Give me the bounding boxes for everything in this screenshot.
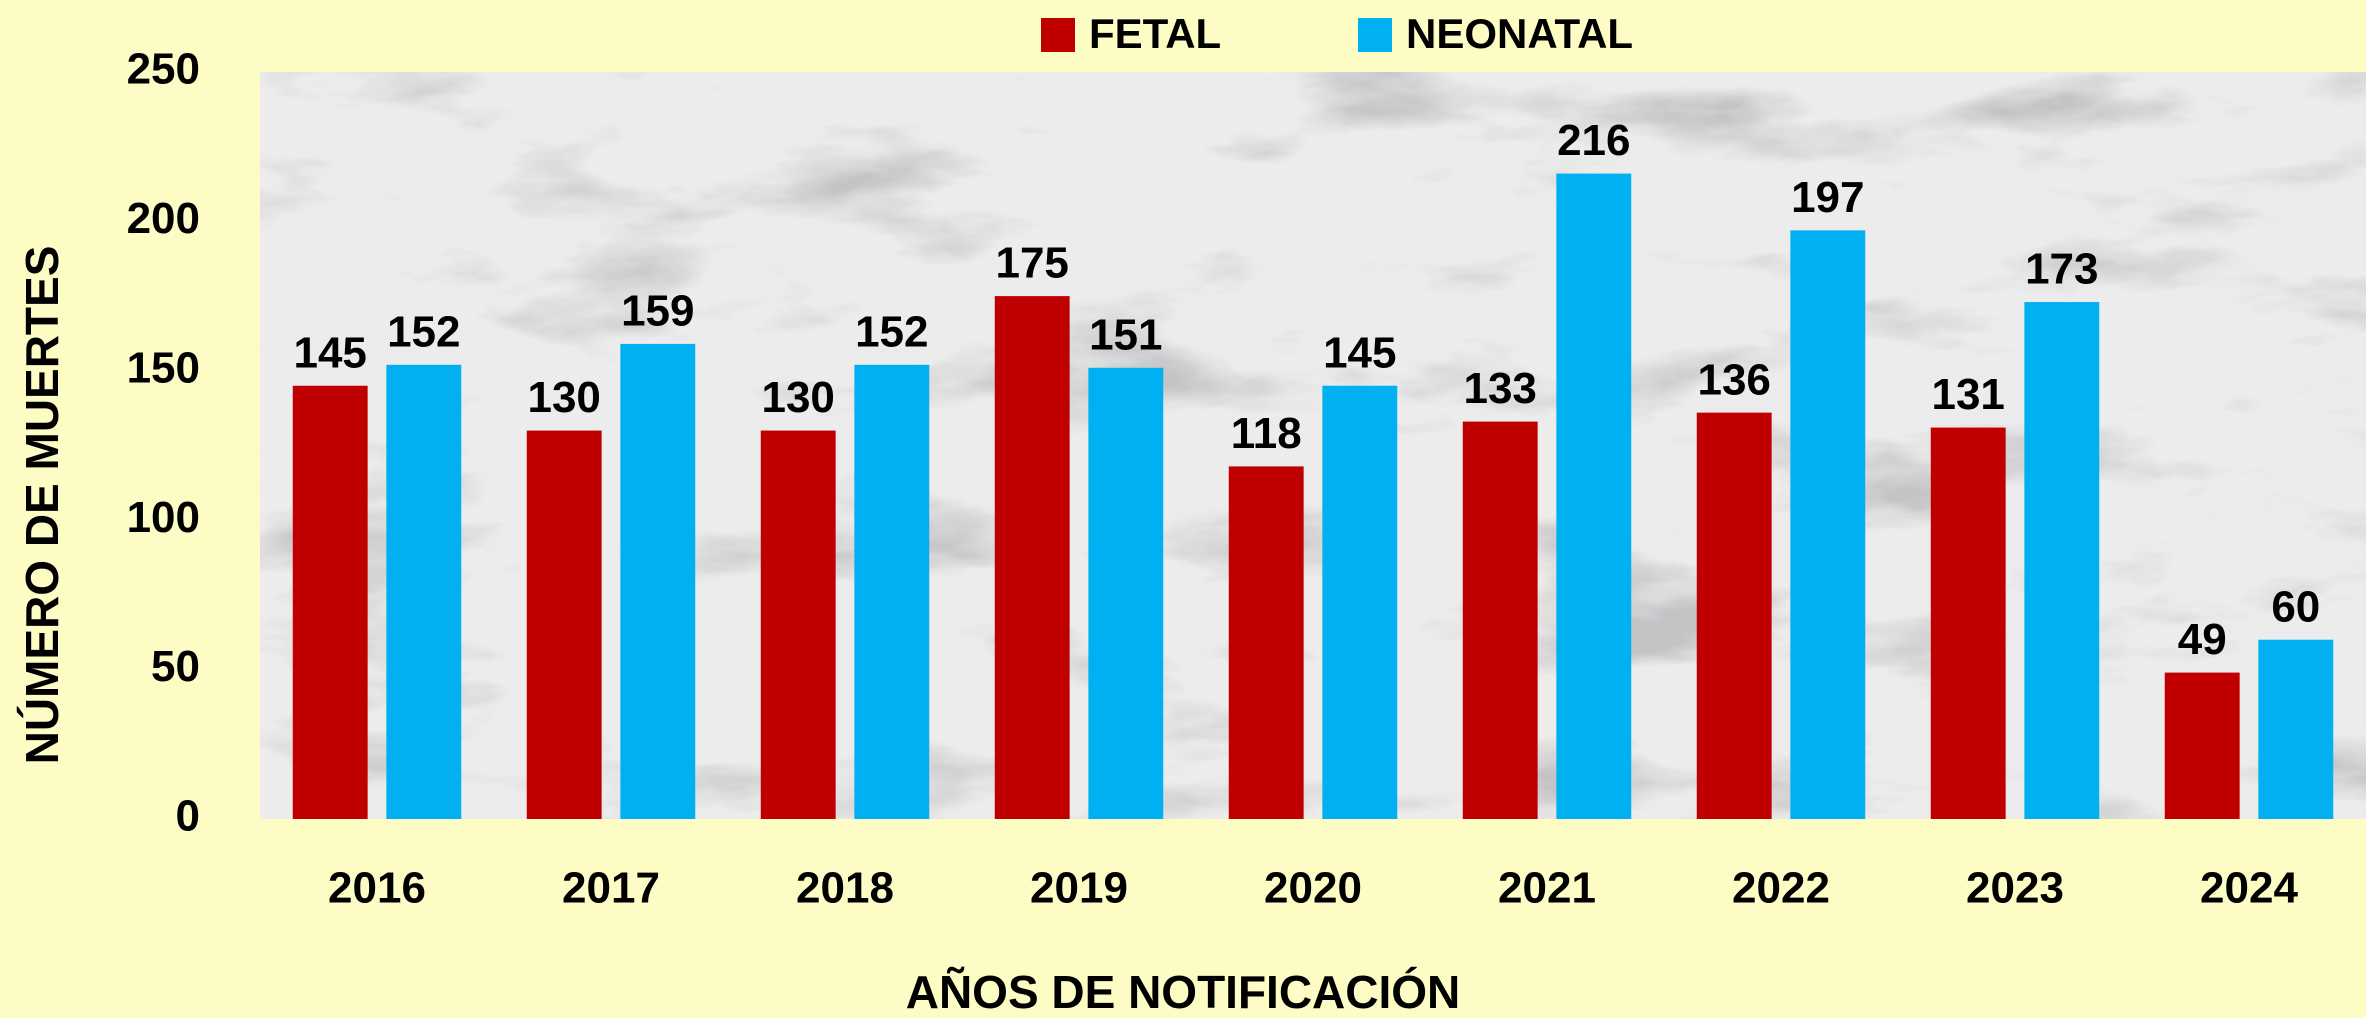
plot-background [260,72,2366,819]
data-label: 159 [621,287,694,336]
data-label: 175 [995,239,1068,288]
x-tick-label: 2021 [1498,864,1596,913]
y-tick-label: 150 [127,343,200,392]
bar [1462,421,1538,819]
data-label: 151 [1089,310,1162,359]
data-label: 152 [855,307,928,356]
data-label: 145 [1323,328,1396,377]
data-label: 145 [293,328,366,377]
legend-label: FETAL [1089,10,1221,57]
x-axis-label: AÑOS DE NOTIFICACIÓN [906,966,1461,1018]
bar [994,296,1070,820]
bar [386,364,462,819]
bar [1790,230,1866,819]
bar [1228,466,1304,819]
bar [1322,385,1398,819]
data-label: 130 [527,373,600,422]
data-label: 133 [1463,364,1536,413]
x-tick-label: 2022 [1732,864,1830,913]
data-label: 136 [1697,355,1770,404]
y-tick-label: 50 [151,642,200,691]
legend-swatch [1041,18,1075,52]
bar [1556,173,1632,820]
bar [1930,427,2006,819]
bar [2258,639,2334,819]
y-tick-label: 0 [176,792,200,841]
legend-label: NEONATAL [1406,10,1633,57]
x-tick-label: 2016 [328,864,426,913]
data-label: 118 [1231,409,1302,458]
data-label: 197 [1791,173,1864,222]
data-label: 152 [387,307,460,356]
y-tick-label: 100 [127,493,200,542]
y-tick-label: 200 [127,194,200,243]
data-label: 130 [761,373,834,422]
y-tick-label: 250 [127,45,200,94]
bar [292,385,368,819]
data-label: 49 [2178,615,2227,664]
legend-swatch [1358,18,1392,52]
bar [620,343,696,819]
bar [1088,367,1164,819]
bar [526,430,602,819]
data-label: 216 [1557,116,1630,165]
bar [2024,302,2100,819]
x-tick-label: 2017 [562,864,660,913]
x-tick-label: 2023 [1966,864,2064,913]
x-tick-label: 2018 [796,864,894,913]
data-label: 173 [2025,245,2098,294]
x-tick-label: 2024 [2200,864,2298,913]
bar [760,430,836,819]
bar [2164,672,2240,819]
bar [1696,412,1772,819]
y-axis-label: NÚMERO DE MUERTES [16,246,68,765]
data-label: 60 [2271,582,2320,631]
x-tick-label: 2019 [1030,864,1128,913]
x-tick-label: 2020 [1264,864,1362,913]
bar [854,364,930,819]
data-label: 131 [1931,370,2004,419]
